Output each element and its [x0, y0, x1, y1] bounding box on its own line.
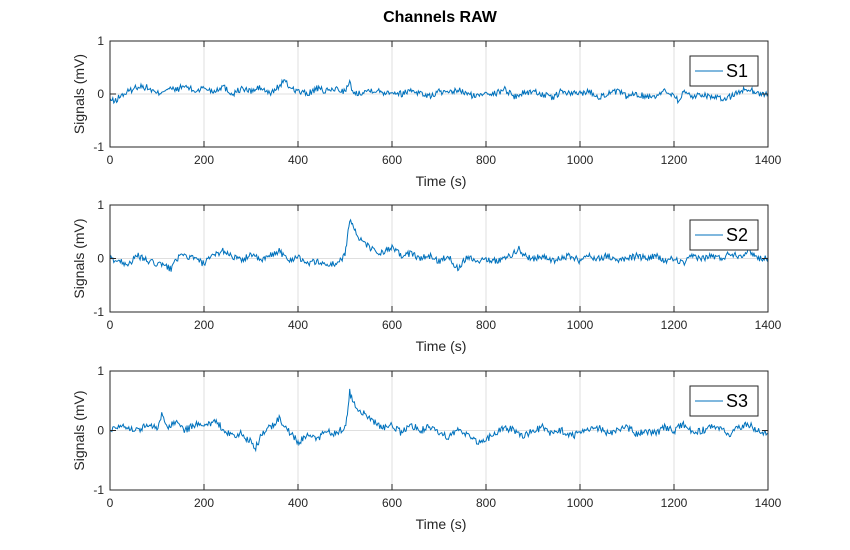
x-axis-label: Time (s) [416, 516, 467, 532]
legend: S2 [689, 219, 759, 251]
y-tick-label: 0 [97, 87, 104, 101]
x-axis-label: Time (s) [416, 338, 467, 354]
x-tick-label: 0 [107, 496, 114, 510]
y-tick-label: -1 [93, 483, 104, 497]
x-tick-label: 1000 [567, 496, 594, 510]
legend: S3 [689, 385, 759, 417]
x-tick-label: 1000 [567, 318, 594, 332]
y-tick-label: -1 [93, 305, 104, 319]
x-tick-label: 1200 [661, 496, 688, 510]
x-tick-label: 400 [288, 153, 308, 167]
y-axis-label: Signals (mV) [71, 54, 87, 134]
y-tick-label: 1 [97, 364, 104, 378]
x-tick-label: 800 [476, 153, 496, 167]
x-tick-label: 200 [194, 153, 214, 167]
x-tick-label: 200 [194, 318, 214, 332]
figure-title: Channels RAW [383, 9, 498, 26]
y-tick-label: 0 [97, 424, 104, 438]
y-tick-label: -1 [93, 140, 104, 154]
x-tick-label: 1200 [661, 153, 688, 167]
x-tick-label: 1200 [661, 318, 688, 332]
x-tick-label: 0 [107, 318, 114, 332]
x-tick-label: 1400 [755, 496, 782, 510]
series-line-S2 [109, 218, 769, 272]
x-tick-label: 800 [476, 318, 496, 332]
x-tick-label: 800 [476, 496, 496, 510]
x-tick-label: 600 [382, 318, 402, 332]
x-tick-label: 400 [288, 318, 308, 332]
x-tick-label: 1400 [755, 153, 782, 167]
legend: S1 [689, 55, 759, 87]
y-axis-label: Signals (mV) [71, 218, 87, 298]
legend-label: S2 [726, 225, 748, 245]
x-tick-label: 600 [382, 153, 402, 167]
y-tick-label: 1 [97, 198, 104, 212]
x-tick-label: 0 [107, 153, 114, 167]
x-tick-label: 400 [288, 496, 308, 510]
x-tick-label: 200 [194, 496, 214, 510]
series-line-S3 [109, 388, 769, 453]
y-axis-label: Signals (mV) [71, 390, 87, 470]
y-tick-label: 1 [97, 34, 104, 48]
x-tick-label: 600 [382, 496, 402, 510]
x-axis-label: Time (s) [416, 173, 467, 189]
x-tick-label: 1000 [567, 153, 594, 167]
y-tick-label: 0 [97, 252, 104, 266]
legend-label: S3 [726, 391, 748, 411]
legend-label: S1 [726, 61, 748, 81]
series-line-S1 [109, 78, 769, 105]
x-tick-label: 1400 [755, 318, 782, 332]
